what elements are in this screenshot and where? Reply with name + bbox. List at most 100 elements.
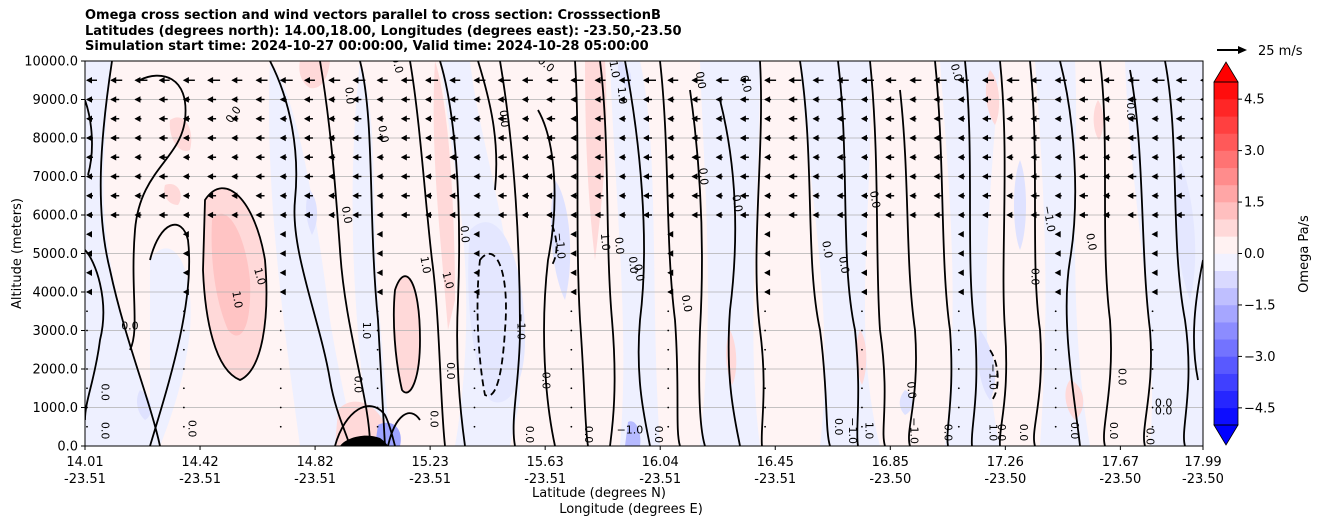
negative-band xyxy=(977,330,996,400)
wind-vector-head xyxy=(691,96,698,103)
positive-band xyxy=(211,213,251,336)
wind-vector-head xyxy=(328,96,335,103)
wind-vector-head xyxy=(182,192,189,199)
wind-vector-head xyxy=(570,115,577,122)
wind-vector-head xyxy=(1151,154,1158,161)
wind-vector-head xyxy=(473,173,480,180)
contour-label: 0.0 xyxy=(1144,428,1157,446)
wind-vector-head xyxy=(715,77,722,84)
wind-vector-head xyxy=(764,154,771,161)
wind-vector-head xyxy=(473,269,480,276)
contour-label: 0.0 xyxy=(1068,422,1081,440)
wind-vector-head xyxy=(1054,269,1061,276)
x-tick-label-lat: 15.63 xyxy=(527,455,564,470)
wind-vector-dot xyxy=(570,387,573,390)
y-tick-label: 4000.0 xyxy=(33,286,79,301)
wind-vector-head xyxy=(546,77,553,84)
x-tick-label-lat: 14.01 xyxy=(66,455,103,470)
wind-vector-head xyxy=(836,96,843,103)
x-tick-label-lon: -23.51 xyxy=(64,472,106,487)
wind-vector-head xyxy=(957,288,964,296)
wind-vector-head xyxy=(231,115,238,122)
wind-vector-dot xyxy=(86,387,88,390)
wind-vector-head xyxy=(400,211,407,219)
contour-label: 0.0 xyxy=(941,424,954,442)
colorbar-bin xyxy=(1214,339,1238,357)
contour-label: 0.0 xyxy=(342,86,356,105)
wind-vector-head xyxy=(860,154,867,161)
wind-vector-head xyxy=(1030,77,1037,84)
wind-vector-head xyxy=(570,192,577,199)
wind-vector-head xyxy=(279,173,286,180)
wind-vector-head xyxy=(352,96,359,103)
wind-vector-dot xyxy=(376,310,379,313)
wind-vector-head xyxy=(691,192,698,199)
contour-label: 0.0 xyxy=(652,426,665,444)
wind-vector-head xyxy=(885,154,892,161)
wind-vector-head xyxy=(279,96,286,103)
x-tick-label-lon: -23.50 xyxy=(1182,472,1224,487)
wind-vector-head xyxy=(860,96,867,103)
contour-label: 0.0 xyxy=(737,74,754,94)
wind-vector-head xyxy=(521,134,528,142)
contour-label: 0.0 xyxy=(631,263,647,282)
wind-vector-head xyxy=(376,173,383,180)
wind-vector-head xyxy=(279,77,286,84)
wind-vector-head xyxy=(231,96,238,103)
positive-band xyxy=(1093,100,1104,140)
wind-vector-head xyxy=(328,77,335,84)
wind-vector-head xyxy=(86,211,92,219)
wind-vector-dot xyxy=(376,406,379,409)
contour-line xyxy=(574,61,589,446)
contour-label: 0.0 xyxy=(729,194,745,213)
wind-vector-head xyxy=(231,192,238,199)
wind-vector-dot xyxy=(376,348,379,351)
wind-vector-head xyxy=(957,269,964,276)
wind-vector-head xyxy=(860,115,867,122)
wind-vector-head xyxy=(1151,288,1158,296)
wind-vector-head xyxy=(643,134,649,142)
x-tick-label-lon: -23.50 xyxy=(984,472,1026,487)
wind-vector-head xyxy=(279,288,286,296)
contour-label: 0.0 xyxy=(1083,232,1099,251)
wind-vector-head xyxy=(1127,96,1134,103)
contour-label: 0.0 xyxy=(186,420,199,438)
contour-line xyxy=(989,349,999,401)
wind-vector-head xyxy=(86,192,92,199)
wind-vector-head xyxy=(1175,154,1182,161)
wind-vector-head xyxy=(182,115,189,122)
wind-vector-dot xyxy=(861,348,863,351)
wind-vector-head xyxy=(667,231,674,238)
wind-vector-head xyxy=(1006,154,1013,161)
colorbar-tick-label: −1.5 xyxy=(1244,298,1276,313)
wind-vector-head xyxy=(860,231,867,238)
x-tick-label-lat: 17.99 xyxy=(1184,455,1221,470)
wind-vector-head xyxy=(909,211,916,219)
x-tick-label-lon: -23.51 xyxy=(639,472,681,487)
contour-label: 0.0 xyxy=(1155,397,1173,410)
wind-vector-head xyxy=(1006,115,1013,122)
negative-band xyxy=(150,248,191,446)
wind-vector-head xyxy=(255,154,262,161)
wind-vector-head xyxy=(715,154,722,161)
colorbar-bin xyxy=(1214,253,1238,271)
wind-vector-head xyxy=(376,250,383,257)
colorbar-bin xyxy=(1214,133,1238,151)
wind-vector-head xyxy=(667,173,674,180)
positive-band xyxy=(585,61,607,260)
wind-vector-head xyxy=(643,154,649,161)
wind-vector-head xyxy=(497,192,504,199)
contour-line xyxy=(1059,61,1081,446)
wind-vector-head xyxy=(86,115,92,122)
negative-band xyxy=(468,222,525,403)
wind-vector-head xyxy=(473,115,480,122)
wind-vector-head xyxy=(618,96,625,103)
wind-vector-head xyxy=(110,211,117,219)
wind-vector-dot xyxy=(861,329,863,332)
wind-vector-head xyxy=(86,250,92,257)
wind-vector-head xyxy=(594,211,601,219)
positive-band xyxy=(335,401,390,446)
wind-vector-head xyxy=(182,77,189,84)
wind-vector-head xyxy=(1151,231,1158,238)
